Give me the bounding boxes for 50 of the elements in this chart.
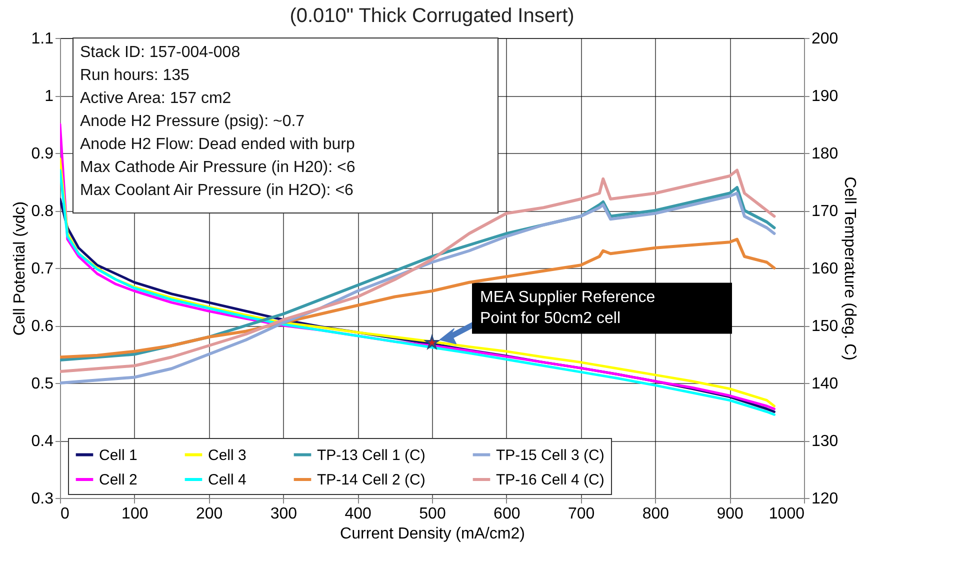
annotation: Max Coolant Air Pressure (in H2O): <6 (80, 182, 354, 199)
y2-tick-label: 160 (812, 260, 838, 278)
annotation: Anode H2 Flow: Dead ended with burp (80, 136, 355, 153)
chart-title: (0.010" Thick Corrugated Insert) (290, 5, 574, 27)
y2-tick-label: 200 (812, 30, 838, 48)
y2-axis-title: Cell Temperature (deg. C) (841, 176, 858, 360)
y-tick-label: 1.1 (31, 30, 54, 48)
x-tick-label: 800 (642, 506, 670, 522)
annotation: Run hours: 135 (80, 67, 190, 84)
x-tick-label: 1000 (768, 506, 805, 522)
y-tick-label: 0.3 (31, 490, 54, 508)
legend-label: TP-15 Cell 3 (C) (496, 446, 604, 464)
y2-tick-label: 180 (812, 146, 838, 162)
legend-label: TP-13 Cell 1 (C) (317, 446, 426, 464)
legend-label: TP-16 Cell 4 (C) (496, 472, 604, 488)
legend-label: Cell 2 (99, 472, 138, 488)
y2-tick-label: 120 (812, 490, 838, 508)
y2-tick-label: 170 (812, 203, 838, 220)
annotation: Active Area: 157 cm2 (80, 90, 232, 107)
annotation: MEA Supplier Reference Point for 50cm2 cell (480, 288, 656, 327)
y-axis-title: Cell Potential (vdc) (11, 201, 28, 336)
y-tick-label: 0.5 (31, 376, 54, 392)
legend-label: Cell 4 (208, 472, 246, 488)
line-series (60, 238, 776, 359)
x-tick-label: 500 (419, 506, 446, 522)
legend-label: TP-14 Cell 2 (C) (317, 472, 426, 488)
x-tick-label: 600 (494, 506, 520, 522)
annotation: Anode H2 Pressure (psig): ~0.7 (80, 113, 305, 130)
x-tick-label: 900 (716, 506, 744, 522)
x-tick-label: 700 (568, 506, 595, 522)
y2-tick-label: 150 (812, 318, 838, 335)
y-tick-label: 1 (44, 88, 54, 105)
y-tick-label: 0.8 (31, 203, 54, 220)
x-tick-label: 300 (270, 506, 298, 522)
x-tick-label: 100 (122, 506, 148, 522)
x-tick-label: 200 (196, 506, 223, 522)
x-tick-label: 400 (344, 506, 372, 522)
y2-tick-label: 190 (812, 88, 838, 105)
x-tick-label: 0 (60, 506, 70, 522)
annotation: Stack ID: 157-004-008 (80, 44, 240, 61)
y-tick-label: 0.7 (31, 260, 54, 278)
legend-label: Cell 3 (208, 446, 246, 464)
x-axis-title: Current Density (mA/cm2) (340, 526, 525, 542)
y-tick-label: 0.6 (31, 318, 54, 335)
y-tick-label: 0.4 (31, 433, 54, 450)
y-tick-label: 0.9 (31, 146, 54, 162)
annotation: Max Cathode Air Pressure (in H20): <6 (80, 159, 356, 176)
legend-label: Cell 1 (99, 446, 138, 464)
y2-tick-label: 140 (812, 376, 838, 392)
y2-tick-label: 130 (812, 433, 838, 450)
